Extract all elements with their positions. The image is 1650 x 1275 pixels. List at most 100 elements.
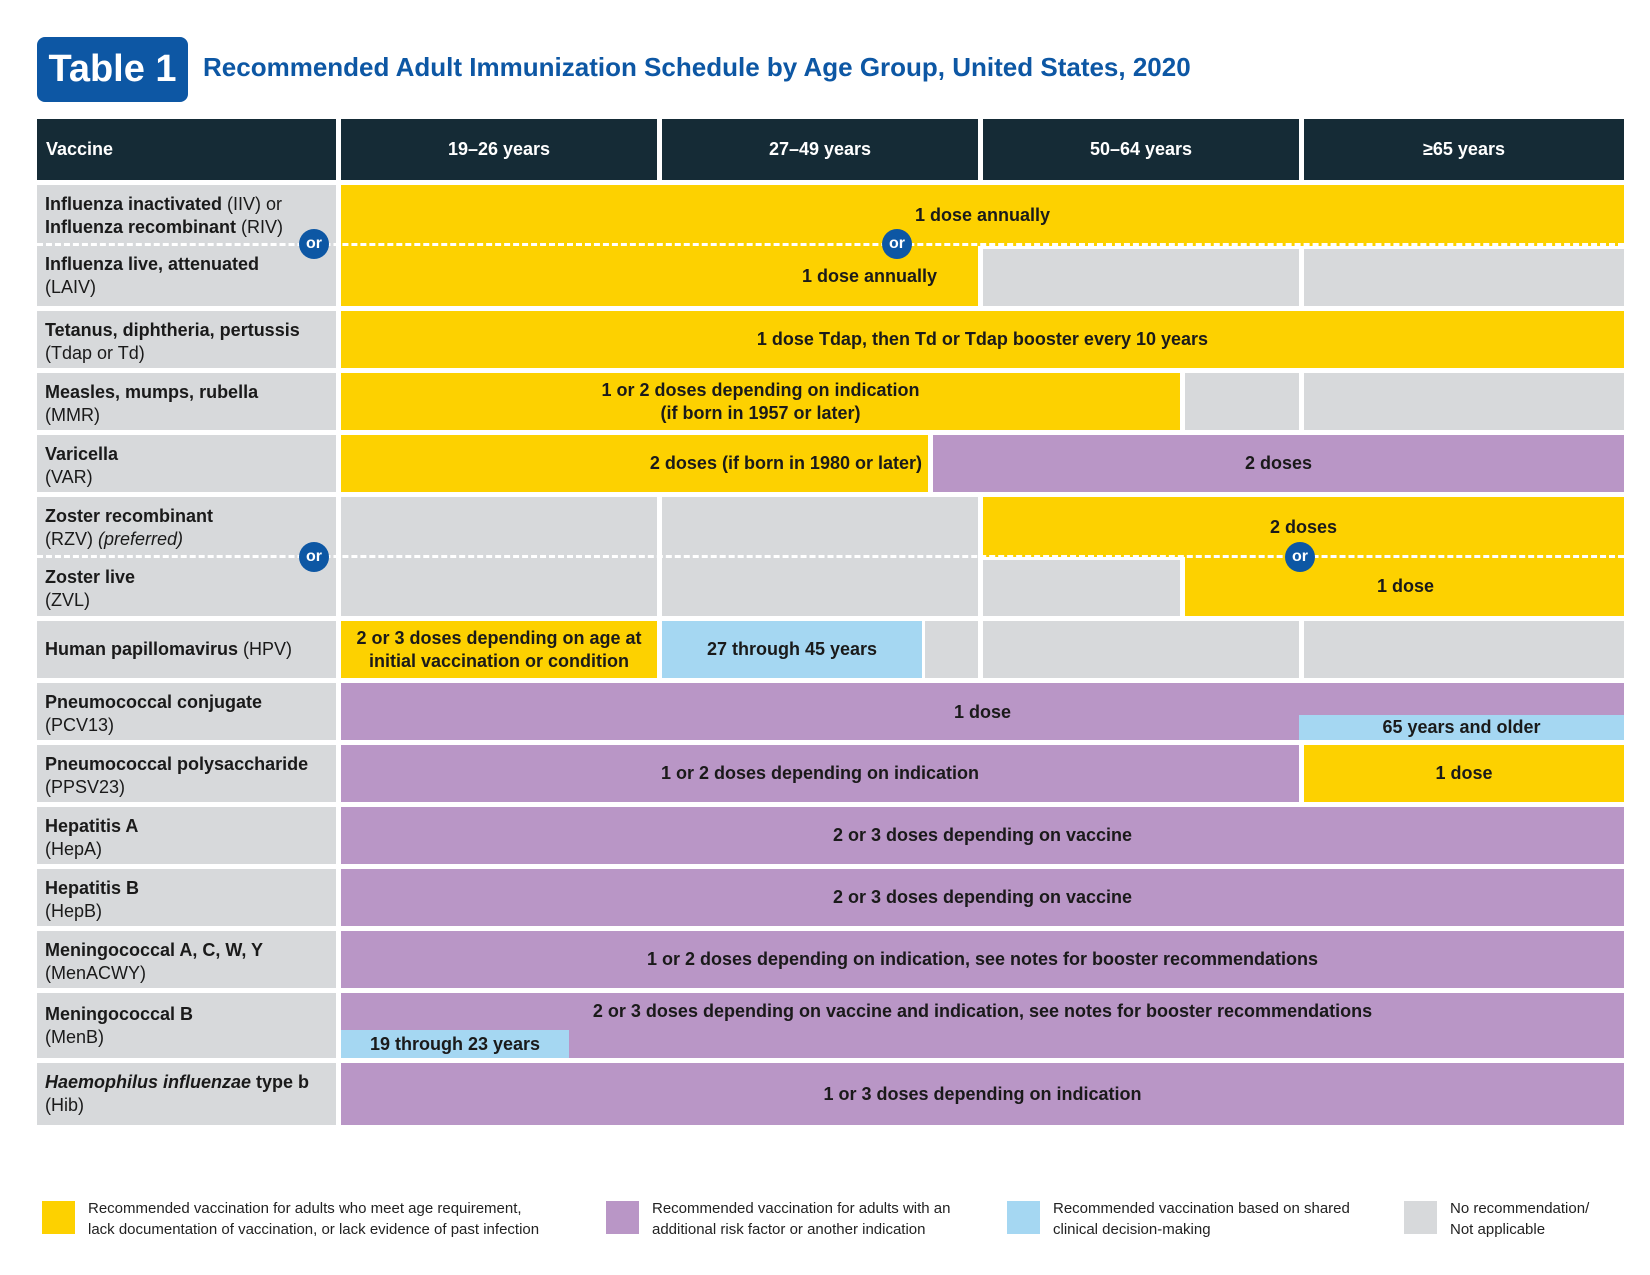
vaccine-abbr: (LAIV): [45, 277, 97, 297]
preferred-note: (preferred): [93, 529, 184, 549]
vaccine-abbr: (RIV): [236, 217, 284, 237]
or-divider: [37, 555, 1624, 558]
vaccine-abbr: (HPV): [238, 639, 293, 659]
cell-text: 1 or 2 doses depending on indication, se…: [646, 949, 1319, 969]
cell-hepa: 2 or 3 doses depending on vaccine: [341, 807, 1624, 864]
vaccine-name: Hepatitis B: [45, 878, 140, 898]
vaccine-abbr: (HepB): [45, 901, 103, 921]
row-label-menb: Meningococcal B (MenB): [37, 993, 336, 1058]
legend-line: Not applicable: [1450, 1221, 1546, 1238]
cell-text: 2 doses: [1269, 516, 1338, 537]
cell-pcv13-shared: 65 years and older: [1299, 715, 1624, 740]
cell-text: initial vaccination or condition: [368, 650, 630, 671]
row-label-varicella: Varicella (VAR): [37, 435, 336, 492]
table-badge: Table 1: [37, 37, 188, 102]
cell-varicella-age: 2 doses (if born in 1980 or later): [341, 435, 928, 492]
vaccine-abbr: (PCV13): [45, 715, 115, 735]
legend-swatch-yellow: [42, 1201, 75, 1234]
cell-influenza-live: 1 dose annually: [341, 246, 978, 306]
cell-mmr: 1 or 2 doses depending on indication (if…: [341, 373, 1180, 430]
cell-text: 1 dose: [1435, 763, 1493, 783]
vaccine-name: Pneumococcal conjugate: [45, 692, 263, 712]
cell-na: [1185, 373, 1299, 430]
or-divider: [37, 243, 1624, 246]
row-label-menacwy: Meningococcal A, C, W, Y (MenACWY): [37, 931, 336, 988]
cell-na: [1304, 373, 1624, 430]
or-badge: or: [299, 542, 329, 572]
vaccine-name: Human papillomavirus: [45, 639, 239, 659]
cell-na: [983, 249, 1299, 306]
vaccine-abbr: (MMR): [45, 405, 100, 425]
cell-text: 1 dose: [1376, 576, 1435, 596]
cell-text: 1 dose: [953, 702, 1012, 722]
cell-text: 2 doses (if born in 1980 or later): [649, 453, 922, 473]
vaccine-name: Hepatitis A: [45, 816, 139, 836]
cell-influenza-inactivated: 1 dose annually: [341, 185, 1624, 246]
cell-text: 2 doses: [1244, 453, 1313, 473]
cell-text: 27 through 45 years: [706, 639, 878, 659]
vaccine-abbr: (MenACWY): [45, 963, 147, 983]
vaccine-abbr: (ZVL): [45, 590, 90, 610]
row-label-pcv13: Pneumococcal conjugate (PCV13): [37, 683, 336, 740]
vaccine-name: type b: [251, 1072, 310, 1092]
vaccine-name: Zoster recombinant: [45, 506, 214, 526]
cell-ppsv23-risk: 1 or 2 doses depending on indication: [341, 745, 1299, 802]
vaccine-abbr: (PPSV23): [45, 777, 126, 797]
cell-tdap: 1 dose Tdap, then Td or Tdap booster eve…: [341, 311, 1624, 368]
legend-line: Recommended vaccination based on shared: [1053, 1200, 1350, 1217]
cell-na: [1304, 621, 1624, 678]
cell-text: 19 through 23 years: [369, 1033, 541, 1054]
legend-line: additional risk factor or another indica…: [652, 1221, 926, 1238]
row-label-hpv: Human papillomavirus (HPV): [37, 621, 336, 678]
vaccine-name: Measles, mumps, rubella: [45, 382, 259, 402]
vaccine-name: Pneumococcal polysaccharide: [45, 754, 309, 774]
legend-line: lack documentation of vaccination, or la…: [88, 1221, 540, 1238]
vaccine-name-italic: Haemophilus influenzae: [45, 1072, 252, 1092]
vaccine-abbr: (Hib): [45, 1095, 84, 1115]
vaccine-abbr: (Tdap or Td): [45, 343, 145, 363]
row-label-tdap: Tetanus, diphtheria, pertussis (Tdap or …: [37, 311, 336, 368]
row-label-hepb: Hepatitis B (HepB): [37, 869, 336, 926]
cell-text: 65 years and older: [1382, 717, 1541, 737]
legend-line: Recommended vaccination for adults with …: [652, 1200, 951, 1217]
row-label-ppsv23: Pneumococcal polysaccharide (PPSV23): [37, 745, 336, 802]
legend-swatch-gray: [1404, 1201, 1437, 1234]
column-header-50-64: 50–64 years: [983, 119, 1299, 180]
vaccine-name: Influenza recombinant: [45, 217, 237, 237]
cell-hpv-age: 2 or 3 doses depending on age at initial…: [341, 621, 657, 678]
cell-menb-shared: 19 through 23 years: [341, 1030, 569, 1058]
legend-line: Recommended vaccination for adults who m…: [88, 1200, 522, 1217]
page-title: Recommended Adult Immunization Schedule …: [203, 52, 1191, 82]
vaccine-name: Varicella: [45, 444, 119, 464]
cell-text: 1 dose Tdap, then Td or Tdap booster eve…: [756, 329, 1209, 349]
row-label-hib: Haemophilus influenzae type b (Hib): [37, 1063, 336, 1125]
cell-text: 1 dose annually: [801, 265, 938, 286]
vaccine-abbr: (IIV) or: [222, 194, 283, 214]
vaccine-name: Tetanus, diphtheria, pertussis: [45, 320, 300, 340]
cell-na: [983, 621, 1299, 678]
vaccine-name: Meningococcal B: [45, 1003, 194, 1024]
vaccine-name: Meningococcal A, C, W, Y: [45, 940, 264, 960]
cell-hepb: 2 or 3 doses depending on vaccine: [341, 869, 1624, 926]
legend-text-gray: No recommendation/ Not applicable: [1450, 1198, 1589, 1240]
cell-text: 1 dose annually: [914, 205, 1051, 225]
legend-line: clinical decision-making: [1053, 1221, 1211, 1238]
cell-menacwy: 1 or 2 doses depending on indication, se…: [341, 931, 1624, 988]
cell-zoster-live: 1 dose: [1185, 557, 1624, 616]
cell-varicella-risk: 2 doses: [933, 435, 1624, 492]
legend-swatch-blue: [1007, 1201, 1040, 1234]
cell-text: (if born in 1957 or later): [660, 402, 861, 423]
vaccine-abbr: (HepA): [45, 839, 103, 859]
column-header-vaccine: Vaccine: [37, 119, 336, 180]
row-label-mmr: Measles, mumps, rubella (MMR): [37, 373, 336, 430]
vaccine-name: Influenza inactivated: [45, 194, 223, 214]
vaccine-name: Zoster live: [45, 567, 136, 587]
vaccine-abbr: (RZV): [45, 529, 93, 549]
cell-text: 2 or 3 doses depending on age at: [356, 627, 642, 648]
legend-text-purple: Recommended vaccination for adults with …: [652, 1198, 951, 1240]
or-badge: or: [299, 229, 329, 259]
vaccine-name: Influenza live, attenuated: [45, 254, 260, 274]
cell-text: 2 or 3 doses depending on vaccine: [832, 825, 1133, 845]
cell-text: 1 or 2 doses depending on indication: [660, 763, 980, 783]
row-label-hepa: Hepatitis A (HepA): [37, 807, 336, 864]
